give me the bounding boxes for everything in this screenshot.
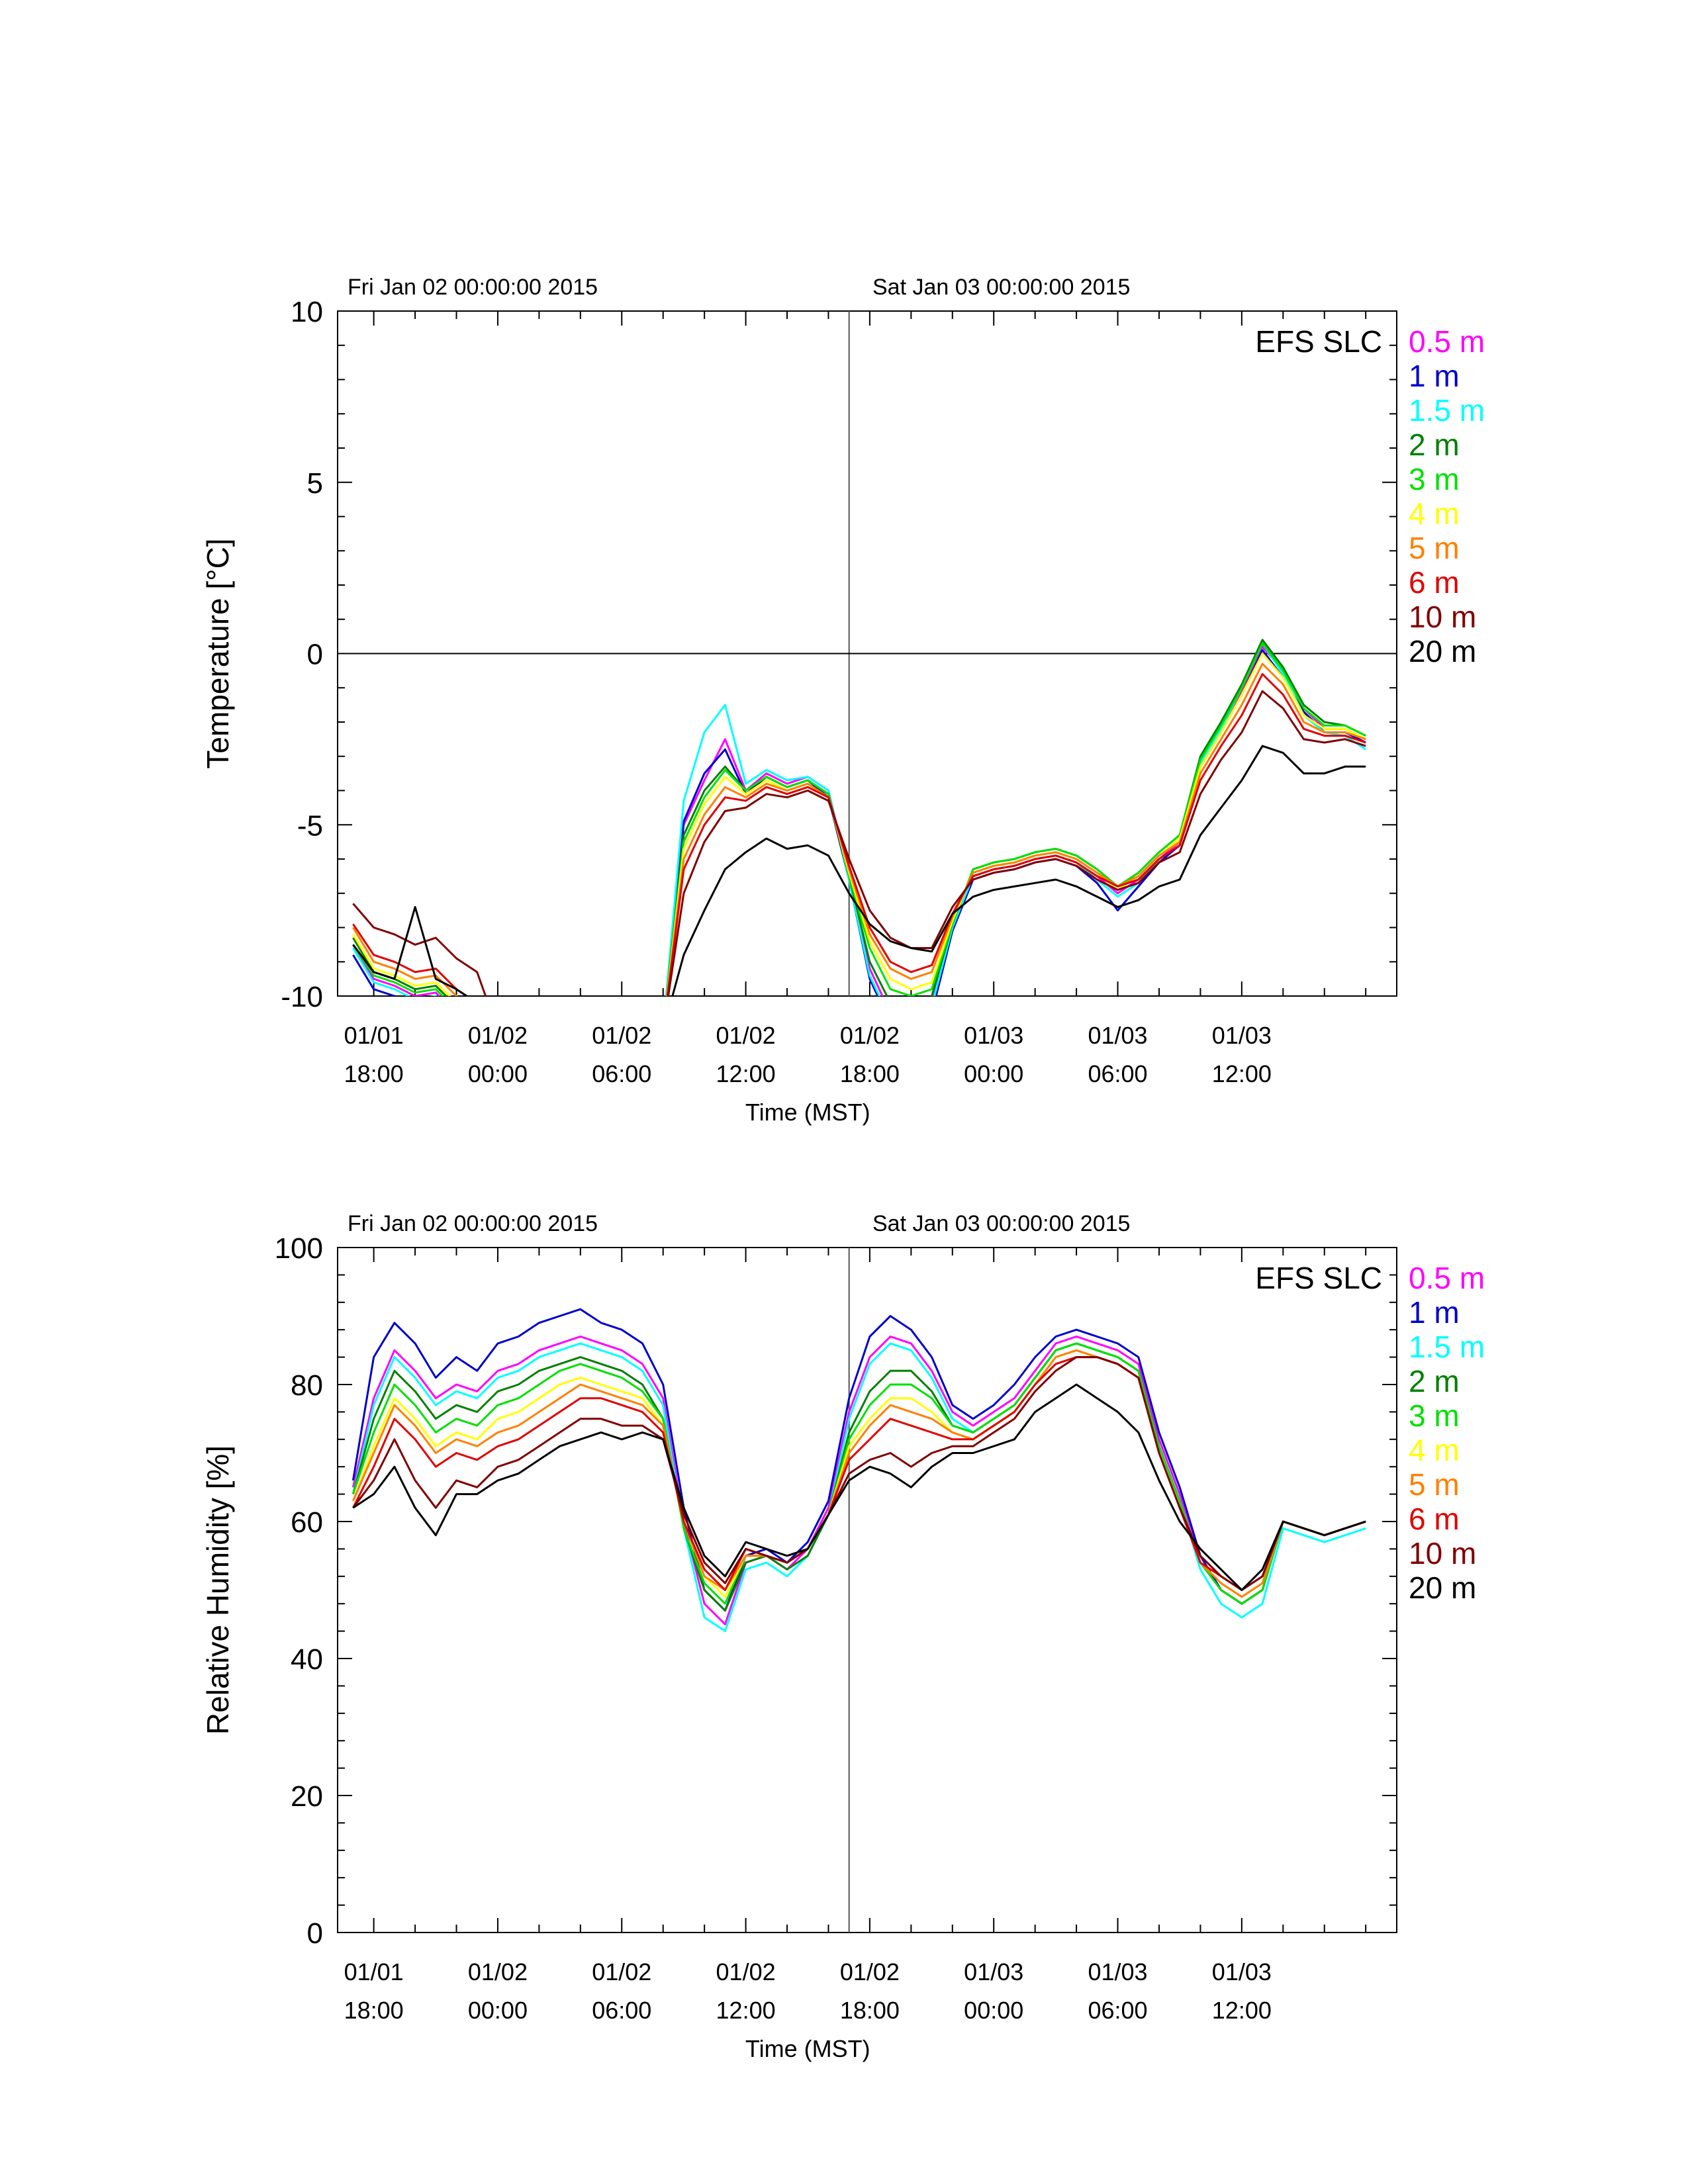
top-date-label: Fri Jan 02 00:00:00 2015 <box>348 1211 598 1236</box>
x-tick-label-date: 01/01 <box>344 1022 404 1049</box>
series-line-2-m <box>352 639 1366 996</box>
legend-entry: 5 m <box>1409 1467 1460 1502</box>
x-tick-label-time: 06:00 <box>1088 1997 1147 2024</box>
legend-entry: 6 m <box>1409 565 1460 600</box>
x-tick-label-time: 18:00 <box>344 1060 404 1087</box>
y-tick-label: 100 <box>275 1232 323 1265</box>
x-tick-label-time: 06:00 <box>1088 1060 1147 1087</box>
series-group <box>352 639 1367 996</box>
series-line-1-5-m <box>352 642 1367 996</box>
station-label: EFS SLC <box>1255 1261 1382 1295</box>
legend-entry: 20 m <box>1409 634 1476 668</box>
series-line-4-m <box>352 653 1366 996</box>
x-tick-label-time: 12:00 <box>716 1060 776 1087</box>
series-line-20-m <box>352 1383 1366 1591</box>
x-tick-label-time: 12:00 <box>716 1997 776 2024</box>
x-tick-label-date: 01/01 <box>344 1958 404 1985</box>
y-tick-label: 60 <box>291 1506 323 1539</box>
x-tick-label-date: 01/02 <box>592 1958 651 1985</box>
legend-entry: 3 m <box>1409 1398 1460 1433</box>
legend-entry: 5 m <box>1409 531 1460 565</box>
plot-frame <box>337 1247 1397 1933</box>
series-line-6-m <box>352 1356 1366 1591</box>
x-tick-label-time: 00:00 <box>964 1060 1023 1087</box>
series-line-1-m <box>352 649 1366 996</box>
x-tick-label-date: 01/03 <box>964 1958 1023 1985</box>
x-tick-label-date: 01/02 <box>468 1022 528 1049</box>
x-tick-label-time: 00:00 <box>468 1060 528 1087</box>
legend-entry: 20 m <box>1409 1570 1476 1605</box>
x-tick-label-date: 01/03 <box>964 1022 1023 1049</box>
y-tick-label: 5 <box>307 467 323 500</box>
y-tick-label: 20 <box>291 1780 323 1813</box>
series-line-1-m <box>352 1308 1366 1612</box>
x-tick-label-time: 18:00 <box>344 1997 404 2024</box>
legend-entry: 2 m <box>1409 1364 1460 1398</box>
x-tick-label-date: 01/03 <box>1212 1958 1272 1985</box>
x-tick-label-date: 01/03 <box>1088 1958 1147 1985</box>
series-line-20-m <box>352 745 1366 996</box>
legend-entry: 2 m <box>1409 428 1460 462</box>
series-group <box>352 1308 1366 1633</box>
humidity-panel: 100 80 60 40 20 0 01/01 18:00 01/02 00:00 01/02 06:… <box>201 1211 1485 2062</box>
legend-entry: 0.5 m <box>1409 324 1485 359</box>
x-axis-title: Time (MST) <box>745 1099 870 1126</box>
y-tick-label: -5 <box>297 809 323 842</box>
legend-entry: 4 m <box>1409 496 1460 531</box>
x-tick-label-time: 06:00 <box>592 1060 651 1087</box>
y-axis-title: Relative Humidity [%] <box>201 1445 235 1735</box>
x-axis-title: Time (MST) <box>745 2035 870 2062</box>
x-tick-label-time: 06:00 <box>592 1997 651 2024</box>
legend-entry: 4 m <box>1409 1433 1460 1467</box>
top-date-label: Fri Jan 02 00:00:00 2015 <box>348 275 598 300</box>
x-tick-label-time: 00:00 <box>964 1997 1023 2024</box>
y-tick-label: 0 <box>307 1917 323 1950</box>
series-line-3-m <box>352 642 1366 996</box>
x-tick-label-date: 01/02 <box>468 1958 528 1985</box>
x-tick-label-time: 18:00 <box>840 1060 900 1087</box>
top-date-label: Sat Jan 03 00:00:00 2015 <box>872 275 1130 300</box>
x-tick-label-date: 01/03 <box>1088 1022 1147 1049</box>
x-tick-label-date: 01/02 <box>716 1958 776 1985</box>
x-tick-label-date: 01/02 <box>592 1022 651 1049</box>
y-tick-label: 10 <box>291 296 323 328</box>
legend-entry: 1.5 m <box>1409 1330 1485 1364</box>
legend-entry: 1.5 m <box>1409 393 1485 428</box>
x-tick-label-time: 12:00 <box>1212 1060 1272 1087</box>
station-label: EFS SLC <box>1255 324 1382 359</box>
y-tick-label: 80 <box>291 1369 323 1402</box>
series-line-10-m <box>352 1356 1366 1591</box>
legend-entry: 3 m <box>1409 462 1460 496</box>
temperature-panel: 10 5 0 -5 -10 01/01 18:00 01/02 00:00 01/02 06:00 0… <box>201 275 1485 1126</box>
x-tick-label-date: 01/02 <box>840 1958 900 1985</box>
y-tick-label: 0 <box>307 639 323 671</box>
series-line-1-5-m <box>352 1342 1366 1633</box>
legend-entry: 1 m <box>1409 359 1460 393</box>
x-tick-label-date: 01/02 <box>840 1022 900 1049</box>
legend-entry: 10 m <box>1409 600 1476 634</box>
series-line-10-m <box>352 690 1366 996</box>
series-line-5-m <box>352 662 1366 996</box>
y-axis-title: Temperature [°C] <box>201 538 235 768</box>
legend-entry: 1 m <box>1409 1295 1460 1330</box>
legend-entry: 0.5 m <box>1409 1261 1485 1295</box>
y-tick-label: -10 <box>281 981 323 1013</box>
legend-entry: 10 m <box>1409 1536 1476 1570</box>
top-date-label: Sat Jan 03 00:00:00 2015 <box>872 1211 1130 1236</box>
x-tick-label-date: 01/03 <box>1212 1022 1272 1049</box>
x-tick-label-time: 12:00 <box>1212 1997 1272 2024</box>
series-line-0-5-m <box>352 645 1366 996</box>
x-tick-label-date: 01/02 <box>716 1022 776 1049</box>
series-line-6-m <box>352 673 1366 996</box>
legend-entry: 6 m <box>1409 1502 1460 1536</box>
x-tick-label-time: 00:00 <box>468 1997 528 2024</box>
y-tick-label: 40 <box>291 1643 323 1676</box>
x-tick-label-time: 18:00 <box>840 1997 900 2024</box>
